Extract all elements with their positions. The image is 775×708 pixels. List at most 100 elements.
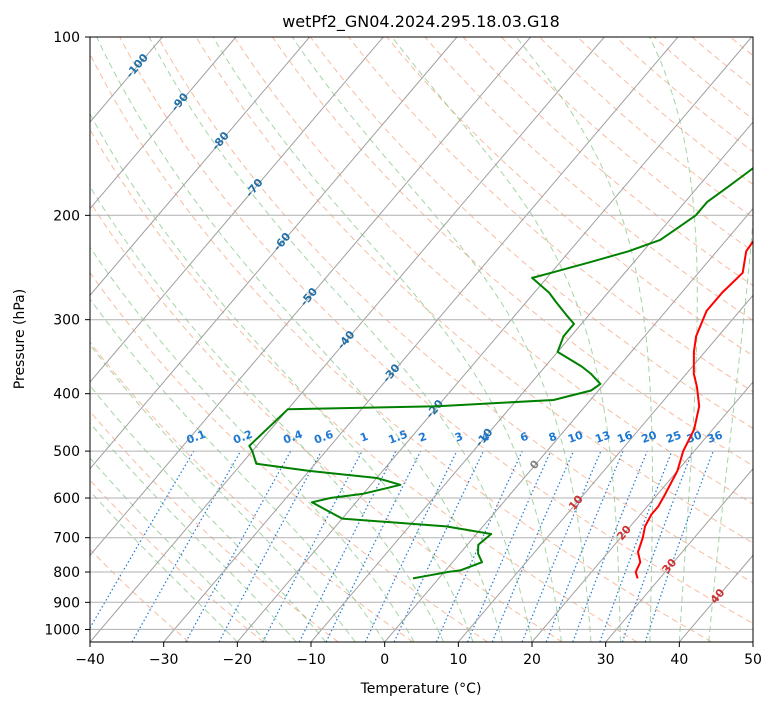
isotherm-line <box>310 121 753 642</box>
mixing-ratio-line <box>491 450 575 642</box>
mixing-ratio-line <box>435 450 523 642</box>
dry-adiabat <box>119 37 753 624</box>
mixing-ratio-line <box>572 450 648 642</box>
isotherm-line <box>163 37 679 642</box>
mixing-ratio-lines <box>90 450 714 642</box>
mixing-ratio-label: 30 <box>685 428 704 446</box>
y-tick-label: 500 <box>53 444 80 460</box>
mixing-ratio-label: 25 <box>664 428 683 445</box>
mixing-ratio-line <box>545 450 624 642</box>
x-tick-label: 30 <box>597 652 615 668</box>
mixing-ratio-label: 1 <box>358 430 370 445</box>
isotherm-line <box>90 37 605 642</box>
dry-adiabat <box>90 271 488 642</box>
mixing-ratio-line <box>364 450 458 642</box>
isotherm-line <box>752 641 753 642</box>
isotherm-line <box>90 37 384 383</box>
dry-adiabat <box>90 128 638 642</box>
dry-adiabat <box>310 37 753 430</box>
dry-adiabat <box>653 37 753 120</box>
y-tick-label: 700 <box>53 531 80 547</box>
moist-adiabat <box>90 343 356 642</box>
moist-adiabat <box>291 37 592 642</box>
dry-adiabat <box>90 201 563 642</box>
mixing-ratio-label: 0.6 <box>312 428 335 447</box>
moist-adiabat <box>90 384 327 642</box>
chart-title: wetPf2_GN04.2024.295.18.03.G18 <box>282 12 560 32</box>
moist-adiabat <box>96 37 503 642</box>
mixing-ratio-label: 0.1 <box>185 428 208 447</box>
dry-adiabat <box>195 37 753 544</box>
y-axis: 100 200 300 400 500 600 700 800 900 1000 <box>44 30 90 638</box>
isotherm-line <box>90 37 458 470</box>
dry-adiabat <box>539 37 753 219</box>
mixing-ratio-line <box>185 450 292 642</box>
y-tick-label: 800 <box>53 565 80 581</box>
mixing-ratio-line <box>521 450 602 642</box>
x-tick-label: 50 <box>744 652 762 668</box>
mixing-ratio-line <box>325 450 422 642</box>
mixing-ratio-line <box>644 450 714 642</box>
moist-adiabat <box>649 37 698 642</box>
moist-adiabat <box>90 246 415 642</box>
x-axis: −40 −30 −20 −10 0 10 20 30 40 50 <box>75 642 762 668</box>
mixing-ratio-line <box>298 450 397 642</box>
moist-adiabat <box>90 298 386 642</box>
dry-adiabat <box>90 410 339 642</box>
mixing-ratio-label: 1.5 <box>387 428 410 447</box>
dry-adiabat <box>462 37 753 287</box>
isotherm-line <box>90 37 531 557</box>
dry-adiabat <box>348 37 753 393</box>
x-tick-label: 20 <box>523 652 541 668</box>
y-tick-label: 400 <box>53 387 80 403</box>
isotherm-line <box>678 554 753 642</box>
isotherm-line <box>90 37 310 297</box>
dry-adiabat <box>768 37 775 642</box>
isotherm-line <box>605 467 753 642</box>
mixing-ratio-label: 20 <box>640 428 659 446</box>
mixing-ratio-line <box>218 450 323 642</box>
mixing-ratio-label: 36 <box>705 428 724 446</box>
mixing-ratio-label: 0.2 <box>232 428 255 447</box>
isotherm-line <box>236 37 752 642</box>
isotherms <box>90 37 753 642</box>
dry-adiabat <box>233 37 753 505</box>
dry-adiabat <box>90 53 712 642</box>
dry-adiabat <box>157 37 753 584</box>
dry-adiabat <box>90 479 264 642</box>
x-tick-label: −20 <box>223 652 253 668</box>
mixing-ratio-label: 6 <box>518 430 530 445</box>
y-axis-label: Pressure (hPa) <box>12 289 28 389</box>
moist-adiabat <box>90 112 474 642</box>
y-tick-label: 300 <box>53 313 80 329</box>
moist-adiabat <box>90 185 445 642</box>
y-tick-label: 100 <box>53 30 80 46</box>
isotherm-line <box>457 294 753 642</box>
moist-adiabats <box>90 37 753 642</box>
mixing-ratio-line <box>466 450 552 642</box>
plot-frame <box>89 36 754 643</box>
mixing-ratio-labels: 0.1 0.2 0.4 0.6 1 1.5 2 3 4 6 8 10 13 16 20 25 30 36 <box>185 428 725 447</box>
y-tick-label: 200 <box>53 208 80 224</box>
moist-adiabat <box>212 37 562 642</box>
isotherm-line <box>90 37 237 210</box>
moist-adiabat <box>148 37 533 642</box>
mixing-ratio-line <box>393 450 484 642</box>
x-tick-label: −10 <box>296 652 326 668</box>
isotherm-line <box>384 207 753 642</box>
x-tick-label: 0 <box>380 652 389 668</box>
mixing-ratio-label: 3 <box>453 430 465 445</box>
x-tick-label: 10 <box>449 652 467 668</box>
mixing-ratio-line <box>90 450 195 630</box>
moist-adiabat <box>90 490 238 642</box>
x-tick-label: 40 <box>670 652 688 668</box>
moist-adiabat <box>90 422 297 642</box>
mixing-ratio-line <box>599 450 673 642</box>
moist-adiabat <box>708 213 753 642</box>
x-tick-label: −40 <box>75 652 105 668</box>
dry-adiabat <box>386 37 753 357</box>
dry-adiabat <box>691 37 753 88</box>
